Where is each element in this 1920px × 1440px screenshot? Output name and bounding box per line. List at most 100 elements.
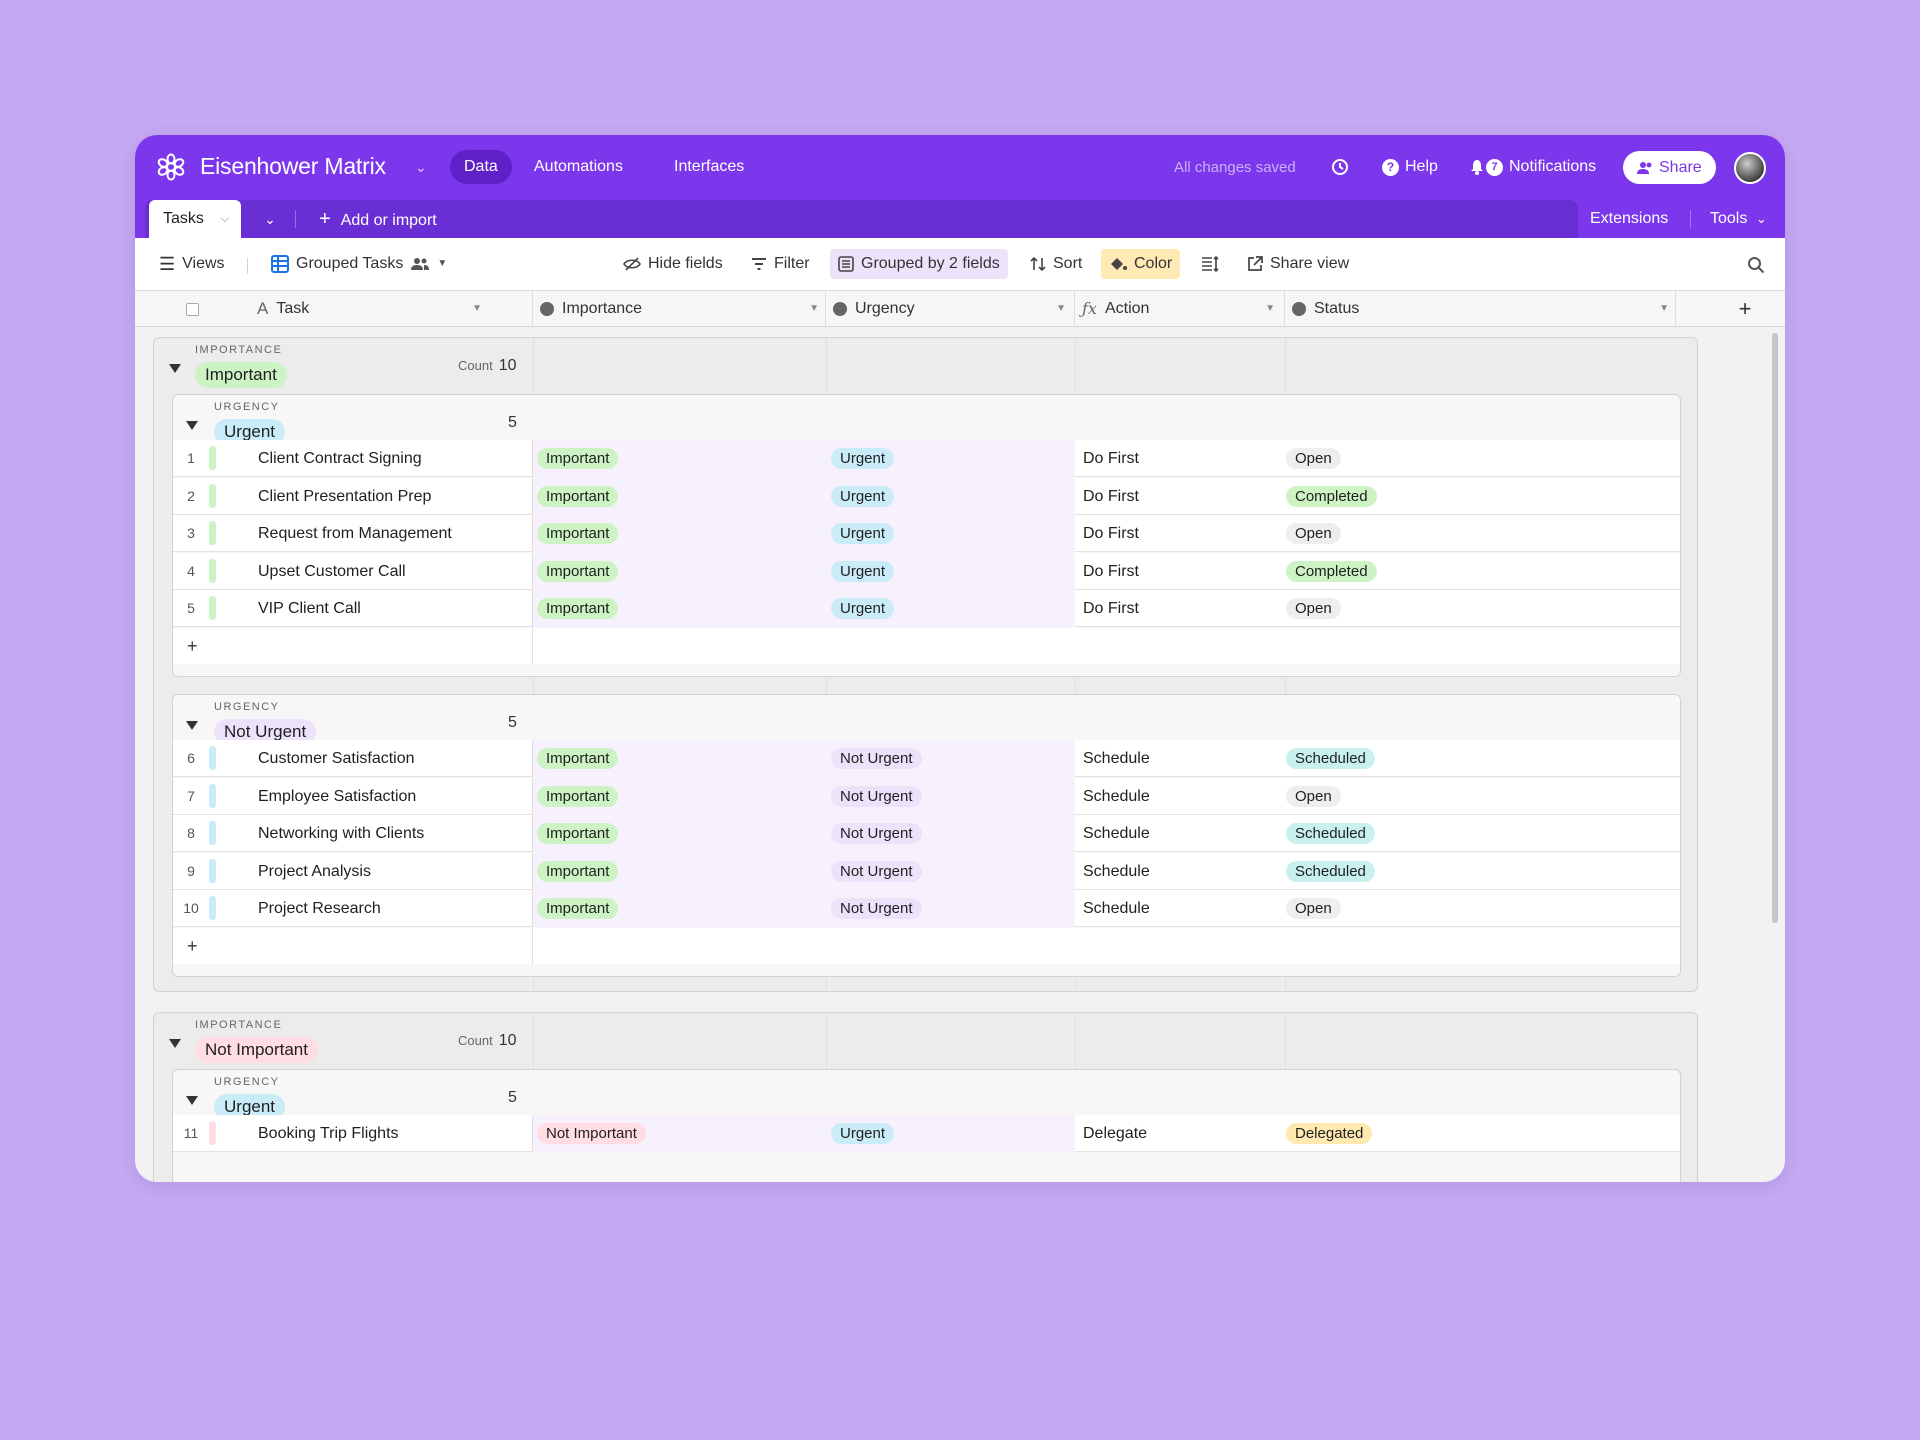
vertical-scrollbar[interactable]: [1772, 333, 1778, 923]
chevron-down-icon[interactable]: ▼: [1265, 303, 1275, 314]
urgency-cell[interactable]: Not Urgent: [826, 815, 1075, 852]
chevron-down-icon[interactable]: ▼: [1659, 303, 1669, 314]
table-row[interactable]: 3 Request from Management Important Urgent D…: [173, 515, 1680, 552]
table-row[interactable]: 10 Project Research Important Not Urgent Sch…: [173, 890, 1680, 927]
row-height-button[interactable]: [1193, 249, 1227, 279]
importance-cell[interactable]: Important: [532, 740, 826, 777]
status-cell[interactable]: Open: [1286, 440, 1586, 477]
collapse-triangle-icon[interactable]: [169, 1039, 181, 1048]
table-row[interactable]: 11 Booking Trip Flights Not Important Urgen…: [173, 1115, 1680, 1152]
importance-cell[interactable]: Important: [532, 590, 826, 627]
tab-interfaces[interactable]: Interfaces: [674, 158, 745, 175]
status-cell[interactable]: Open: [1286, 890, 1586, 927]
task-cell[interactable]: Booking Trip Flights: [258, 1125, 399, 1142]
urgency-cell[interactable]: Not Urgent: [826, 740, 1075, 777]
add-field-button[interactable]: +: [1738, 296, 1752, 321]
add-row-button[interactable]: +: [173, 627, 1680, 664]
urgency-cell[interactable]: Not Urgent: [826, 852, 1075, 890]
importance-cell[interactable]: Important: [532, 852, 826, 890]
column-header-status[interactable]: Status ▼: [1292, 291, 1679, 327]
task-cell[interactable]: Client Presentation Prep: [258, 487, 432, 505]
table-row[interactable]: 7 Employee Satisfaction Important Not Urgen…: [173, 777, 1680, 815]
table-row[interactable]: 1 Client Contract Signing Important Urgent D…: [173, 440, 1680, 477]
task-cell[interactable]: Customer Satisfaction: [258, 750, 415, 767]
base-logo-icon[interactable]: [157, 153, 185, 181]
column-header-action[interactable]: ƒx Action ▼: [1082, 291, 1285, 327]
importance-cell[interactable]: Not Important: [532, 1115, 826, 1152]
table-row[interactable]: 9 Project Analysis Important Not Urgent Sche…: [173, 852, 1680, 890]
status-cell[interactable]: Scheduled: [1286, 853, 1586, 890]
urgency-cell[interactable]: Not Urgent: [826, 777, 1075, 815]
table-row[interactable]: 4 Upset Customer Call Important Urgent Do Fi…: [173, 552, 1680, 590]
base-title[interactable]: Eisenhower Matrix: [200, 153, 386, 179]
table-tab-tasks[interactable]: Tasks ⌵: [149, 200, 241, 238]
status-cell[interactable]: Open: [1286, 515, 1586, 552]
share-view-button[interactable]: Share view: [1239, 249, 1357, 279]
collapse-triangle-icon[interactable]: [186, 721, 198, 730]
urgency-cell[interactable]: Urgent: [826, 1115, 1075, 1152]
avatar[interactable]: [1734, 152, 1766, 184]
tab-data[interactable]: Data: [450, 150, 512, 184]
importance-cell[interactable]: Important: [532, 552, 826, 590]
chevron-down-icon[interactable]: ▼: [809, 303, 819, 314]
chevron-down-icon[interactable]: ▼: [472, 303, 482, 314]
view-switcher[interactable]: Grouped Tasks ▼: [263, 249, 455, 279]
task-cell[interactable]: Employee Satisfaction: [258, 787, 417, 805]
collapse-triangle-icon[interactable]: [186, 1096, 198, 1105]
chevron-down-icon[interactable]: ⌵: [220, 213, 229, 225]
task-cell[interactable]: Project Research: [258, 900, 381, 917]
urgency-cell[interactable]: Urgent: [826, 552, 1075, 590]
collapse-triangle-icon[interactable]: [186, 421, 198, 430]
color-button[interactable]: Color: [1101, 249, 1181, 279]
help-button[interactable]: ? Help: [1382, 158, 1438, 176]
importance-cell[interactable]: Important: [532, 777, 826, 815]
task-cell[interactable]: Project Analysis: [258, 862, 371, 880]
filter-button[interactable]: Filter: [743, 249, 818, 279]
status-cell[interactable]: Completed: [1286, 553, 1586, 590]
importance-cell[interactable]: Important: [532, 815, 826, 852]
collapse-triangle-icon[interactable]: [169, 364, 181, 373]
column-header-urgency[interactable]: Urgency ▼: [833, 291, 1076, 327]
column-header-task[interactable]: A Task ▼: [257, 291, 492, 327]
hide-fields-button[interactable]: Hide fields: [615, 249, 731, 279]
importance-cell[interactable]: Important: [532, 515, 826, 552]
status-cell[interactable]: Scheduled: [1286, 815, 1586, 852]
importance-cell[interactable]: Important: [532, 890, 826, 927]
task-cell[interactable]: Request from Management: [258, 525, 452, 542]
task-cell[interactable]: VIP Client Call: [258, 600, 361, 617]
urgency-cell[interactable]: Urgent: [826, 440, 1075, 477]
add-or-import-button[interactable]: + Add or import: [307, 200, 437, 238]
sort-button[interactable]: Sort: [1022, 249, 1090, 279]
urgency-cell[interactable]: Urgent: [826, 477, 1075, 515]
history-icon[interactable]: [1331, 158, 1349, 176]
tools-button[interactable]: Tools ⌄: [1710, 200, 1767, 238]
chevron-down-icon[interactable]: ▼: [1056, 303, 1066, 314]
select-all-checkbox[interactable]: [186, 303, 199, 316]
status-cell[interactable]: Open: [1286, 590, 1586, 627]
tab-automations[interactable]: Automations: [534, 158, 623, 175]
urgency-cell[interactable]: Urgent: [826, 590, 1075, 627]
urgency-cell[interactable]: Not Urgent: [826, 890, 1075, 927]
status-cell[interactable]: Completed: [1286, 478, 1586, 515]
importance-cell[interactable]: Important: [532, 440, 826, 477]
table-row[interactable]: 6 Customer Satisfaction Important Not Urgen…: [173, 740, 1680, 777]
status-cell[interactable]: Delegated: [1286, 1115, 1586, 1152]
table-row[interactable]: 2 Client Presentation Prep Important Urgent…: [173, 477, 1680, 515]
group-button[interactable]: Grouped by 2 fields: [830, 249, 1008, 279]
column-header-importance[interactable]: Importance ▼: [540, 291, 829, 327]
task-cell[interactable]: Networking with Clients: [258, 825, 425, 842]
table-row[interactable]: 5 VIP Client Call Important Urgent Do First O…: [173, 590, 1680, 627]
views-button[interactable]: ☰ Views: [151, 249, 233, 279]
search-icon[interactable]: [1747, 256, 1765, 274]
status-cell[interactable]: Scheduled: [1286, 740, 1586, 777]
task-cell[interactable]: Upset Customer Call: [258, 562, 406, 580]
chevron-down-icon[interactable]: ⌄: [415, 159, 427, 175]
status-cell[interactable]: Open: [1286, 778, 1586, 815]
table-row[interactable]: 8 Networking with Clients Important Not Urg…: [173, 815, 1680, 852]
tables-menu-chevron-icon[interactable]: ⌄: [264, 211, 276, 227]
add-row-button[interactable]: +: [173, 927, 1680, 964]
share-button[interactable]: Share: [1623, 151, 1716, 184]
importance-cell[interactable]: Important: [532, 477, 826, 515]
urgency-cell[interactable]: Urgent: [826, 515, 1075, 552]
task-cell[interactable]: Client Contract Signing: [258, 450, 422, 467]
